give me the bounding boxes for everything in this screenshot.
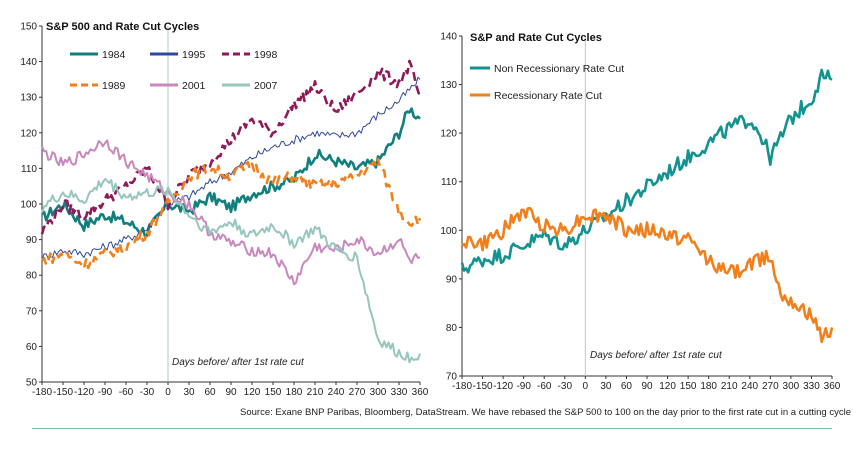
x-tick-label: 30 [600,381,612,392]
y-tick-label: 90 [446,274,458,285]
series-line-2007 [41,178,421,364]
series-line-1995 [41,76,421,261]
legend-label: 1995 [182,49,206,61]
x-tick-label: 210 [307,387,324,398]
x-tick-label: 360 [824,381,841,392]
y-tick-label: 90 [26,235,38,246]
x-tick-label: 330 [803,381,820,392]
x-tick-label: -30 [140,387,155,398]
legend-label: 1984 [102,49,126,61]
y-tick-label: 110 [21,164,37,175]
series-line-non-recessionary-rate-cut [460,68,833,274]
legend-label: 1989 [102,80,126,92]
left-chart: 50 60 70 80 90 100 110 120 130 140 150 -180 -150 -120… [20,21,428,398]
y-tick-label: 70 [26,306,38,317]
x-tick-label: 30 [183,387,195,398]
x-tick-label: -60 [537,381,552,392]
footer-divider [32,428,832,429]
source-note: Source: Exane BNP Paribas, Bloomberg, Da… [240,407,851,418]
x-tick-label: -150 [473,381,493,392]
legend-label: 2007 [254,80,278,92]
x-tick-label: 120 [244,387,261,398]
x-tick-label: 360 [412,387,429,398]
x-tick-label: -180 [452,381,472,392]
y-tick-label: 50 [26,378,38,389]
series-line-1998 [40,59,422,235]
x-tick-label: 240 [741,381,758,392]
y-tick-label: 150 [20,22,37,33]
y-tick-label: 60 [26,342,38,353]
x-tick-label: 0 [583,381,589,392]
x-tick-label: -60 [119,387,134,398]
y-tick-label: 80 [26,271,38,282]
x-tick-label: -150 [53,387,73,398]
y-tick-label: 110 [441,177,457,188]
x-tick-label: -90 [98,387,113,398]
series-line-1984 [41,107,421,238]
x-tick-label: 270 [349,387,366,398]
x-tick-label: -90 [516,381,531,392]
x-tick-label: 60 [621,381,633,392]
x-tick-label: -180 [32,387,52,398]
y-tick-label: 80 [446,323,458,334]
x-tick-label: 150 [680,381,697,392]
legend-label: Non Recessionary Rate Cut [494,63,624,75]
chart-title: S&P 500 and Rate Cut Cycles [46,21,199,33]
axis-annotation: Days before/ after 1st rate cut [590,350,723,361]
x-tick-label: 150 [265,387,282,398]
x-tick-label: 60 [204,387,216,398]
x-tick-label: 90 [225,387,237,398]
y-tick-label: 140 [440,32,457,43]
x-tick-label: 180 [700,381,717,392]
x-tick-label: -30 [558,381,573,392]
y-tick-label: 120 [20,128,37,139]
x-tick-label: 300 [783,381,800,392]
legend-label: 2001 [182,80,206,92]
x-tick-label: 0 [165,387,171,398]
series-line-2001 [41,139,421,286]
series-line-1989 [41,157,422,270]
legend-label: Recessionary Rate Cut [494,90,602,102]
y-tick-label: 130 [20,93,37,104]
y-tick-label: 100 [20,200,37,211]
x-tick-label: -120 [74,387,94,398]
chart-title: S&P and Rate Cut Cycles [470,32,602,44]
x-tick-label: 180 [286,387,303,398]
x-tick-label: 90 [641,381,653,392]
x-tick-label: 330 [391,387,408,398]
right-chart: 70 80 90 100 110 120 130 140 -180 -150 -120 -90 -60-… [440,32,840,393]
y-tick-label: 70 [446,372,458,383]
axis-annotation: Days before/ after 1st rate cut [172,357,305,368]
y-tick-label: 130 [440,80,457,91]
y-tick-label: 120 [440,129,457,140]
legend-label: 1998 [254,49,278,61]
x-tick-label: 270 [762,381,779,392]
x-tick-label: 300 [370,387,387,398]
x-tick-label: 120 [659,381,676,392]
x-tick-label: 210 [721,381,738,392]
x-tick-label: -120 [493,381,513,392]
x-tick-label: 240 [328,387,345,398]
y-tick-label: 100 [440,226,457,237]
y-tick-label: 140 [20,57,37,68]
series-line-recessionary-rate-cut [461,206,834,344]
